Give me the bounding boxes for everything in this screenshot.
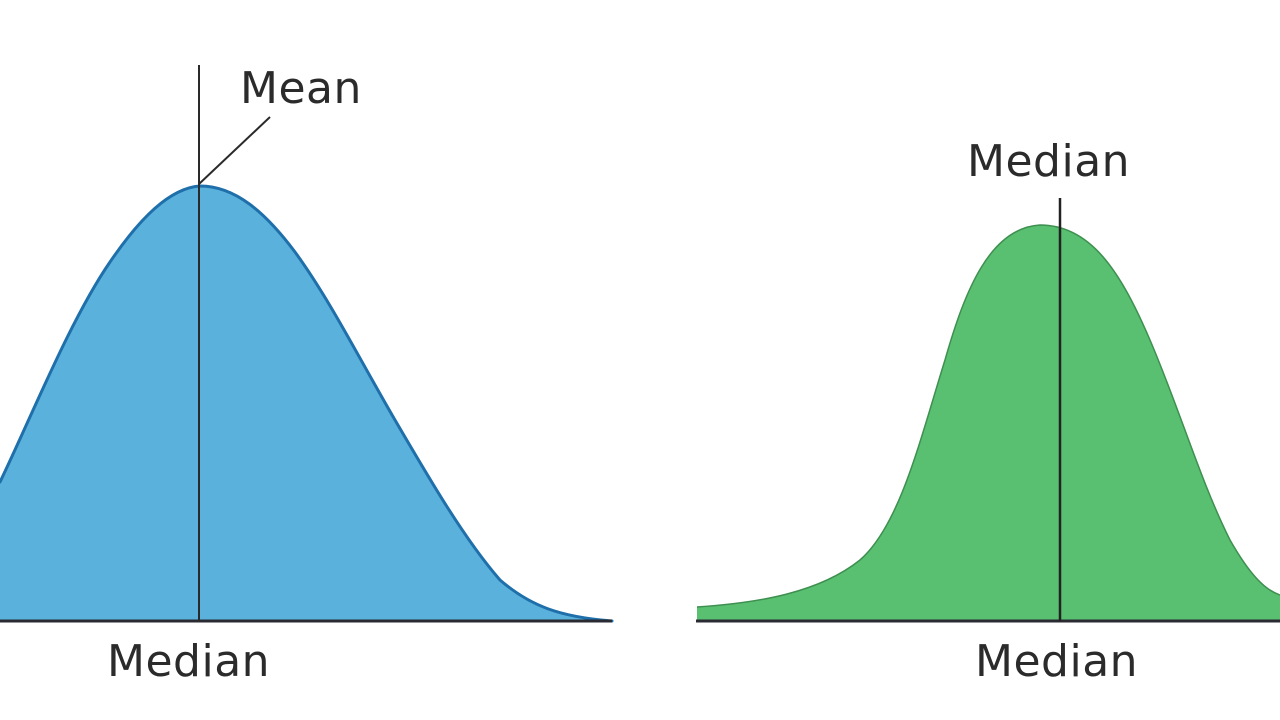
- median-label-left: Median: [107, 636, 271, 687]
- skewed-curve-outline: [696, 224, 1280, 608]
- skewed-distribution: [696, 198, 1280, 623]
- symmetric-curve-outline: [0, 184, 614, 623]
- symmetric-distribution: [0, 65, 614, 623]
- median-label-right-bottom: Median: [975, 636, 1139, 687]
- skewed-curve-area: [697, 225, 1280, 621]
- median-label-right-top: Median: [967, 136, 1131, 187]
- mean-leader-line: [198, 116, 271, 185]
- symmetric-curve-area: [0, 186, 612, 621]
- mean-label: Mean: [240, 63, 362, 114]
